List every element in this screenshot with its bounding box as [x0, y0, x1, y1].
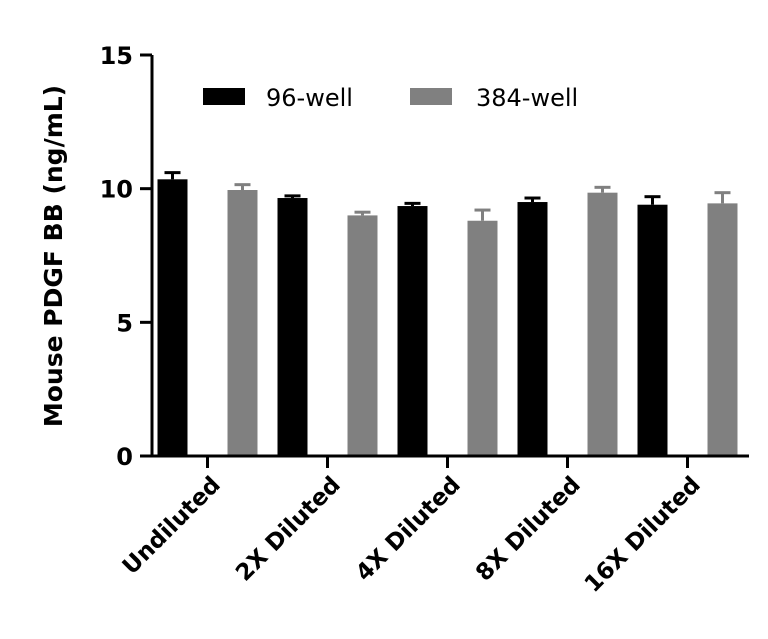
- x-tick-label-undiluted: Undiluted: [118, 472, 226, 580]
- y-axis-label: Mouse PDGF BB (ng/mL): [39, 85, 68, 427]
- y-ticks-group: 0 5 10 15: [100, 42, 152, 471]
- bar-384-well-8x-diluted: [587, 192, 618, 456]
- y-tick-label-5: 5: [116, 309, 133, 337]
- legend: 96-well 384-well: [203, 84, 578, 112]
- bar-384-well-2x-diluted: [347, 215, 378, 456]
- legend-swatch-96-well: [203, 88, 245, 105]
- legend-swatch-384-well: [410, 88, 452, 105]
- x-tick-label-8x-diluted: 8X Diluted: [471, 472, 586, 587]
- legend-label-96-well: 96-well: [266, 84, 353, 112]
- x-tick-label-16x-diluted: 16X Diluted: [580, 472, 706, 598]
- bars-group: [157, 171, 738, 457]
- bar-384-well-undiluted: [227, 190, 258, 456]
- x-tick-label-2x-diluted: 2X Diluted: [231, 472, 346, 587]
- bar-96-well-8x-diluted: [517, 202, 548, 456]
- bar-96-well-2x-diluted: [277, 198, 308, 457]
- y-tick-label-15: 15: [100, 42, 133, 70]
- bar-384-well-16x-diluted: [707, 203, 738, 456]
- bar-96-well-4x-diluted: [397, 206, 428, 456]
- y-tick-label-10: 10: [100, 176, 133, 204]
- bar-384-well-4x-diluted: [467, 220, 498, 456]
- axes-group: [150, 55, 749, 458]
- x-tick-label-4x-diluted: 4X Diluted: [351, 472, 466, 587]
- bar-96-well-16x-diluted: [637, 204, 668, 456]
- legend-label-384-well: 384-well: [476, 84, 578, 112]
- x-ticks-group: Undiluted 2X Diluted 4X Diluted 8X Diluted1…: [118, 456, 706, 598]
- bar-96-well-undiluted: [157, 179, 188, 456]
- y-tick-label-0: 0: [116, 443, 133, 471]
